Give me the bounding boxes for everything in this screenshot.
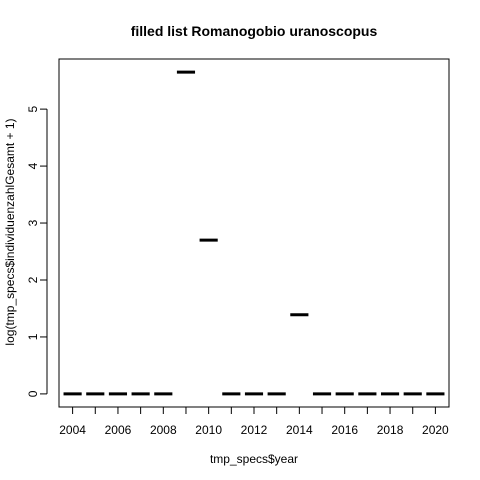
x-tick-label: 2004 bbox=[59, 423, 86, 437]
data-marks bbox=[63, 70, 445, 396]
x-axis-label: tmp_specs$year bbox=[210, 452, 298, 466]
y-tick-label: 3 bbox=[26, 219, 40, 226]
y-axis: 0 1 2 3 4 5 bbox=[26, 105, 48, 397]
chart-title: filled list Romanogobio uranoscopus bbox=[131, 23, 378, 39]
x-tick-label: 2008 bbox=[150, 423, 177, 437]
y-tick-label: 5 bbox=[26, 105, 40, 112]
x-axis: 2004 2006 2008 2010 2012 2014 2016 2018 2020 bbox=[59, 406, 449, 437]
y-tick-label: 0 bbox=[26, 390, 40, 397]
y-tick-label: 2 bbox=[26, 276, 40, 283]
x-tick-label: 2014 bbox=[286, 423, 313, 437]
x-tick-label: 2018 bbox=[377, 423, 404, 437]
x-tick-label: 2010 bbox=[195, 423, 222, 437]
x-tick-label: 2020 bbox=[422, 423, 449, 437]
x-tick-label: 2016 bbox=[331, 423, 358, 437]
plot-area-frame bbox=[58, 58, 450, 408]
y-tick-label: 1 bbox=[26, 333, 40, 340]
x-tick-label: 2006 bbox=[105, 423, 132, 437]
y-axis-label: log(tmp_specs$individuenzahlGesamt + 1) bbox=[3, 118, 17, 345]
x-tick-label: 2012 bbox=[241, 423, 268, 437]
y-tick-label: 4 bbox=[26, 162, 40, 169]
